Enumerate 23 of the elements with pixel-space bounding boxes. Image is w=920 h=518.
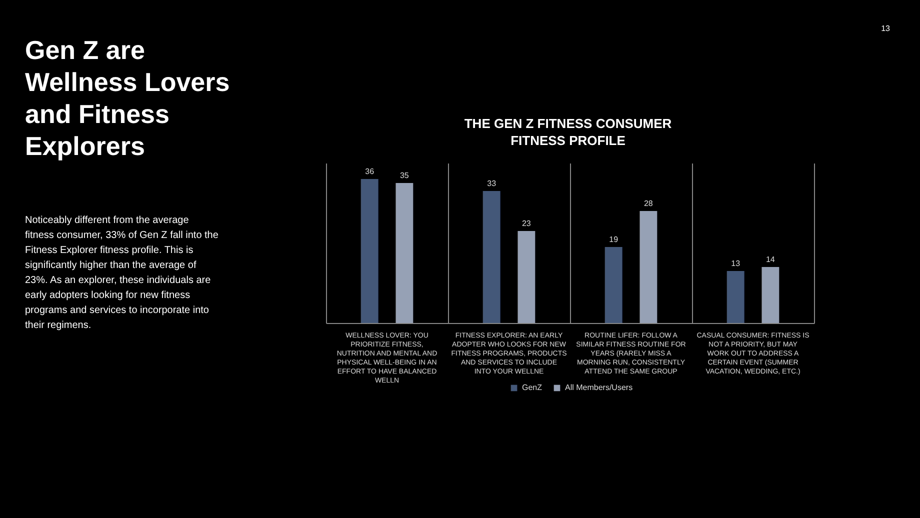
- data-label: 36: [365, 167, 375, 176]
- data-label: 13: [731, 259, 741, 268]
- text: Noticeably different from the average fitness consumer, 33% of Gen Z fall into the Fitness Explorer fitness profile. This is significantly higher than the average of 23%. As an explorer, these individuals are early adopters looking for new fitness programs and services to incorporate into their regimens.: [25, 215, 219, 331]
- legend-label: All Members/Users: [565, 383, 633, 392]
- bar: [640, 211, 658, 323]
- bar: [396, 183, 414, 323]
- data-label: 33: [487, 179, 497, 188]
- text: Gen Z are Wellness Lovers and Fitness Explorers: [25, 35, 230, 161]
- data-label: 23: [522, 219, 532, 228]
- data-label: 14: [766, 255, 776, 264]
- text: FITNESS PROFILE: [510, 133, 626, 148]
- bar: [518, 231, 536, 323]
- bar: [360, 179, 378, 323]
- text: 13: [881, 24, 891, 33]
- text: THE GEN Z FITNESS CONSUMER: [464, 116, 672, 131]
- data-label: 28: [644, 199, 654, 208]
- data-label: 35: [400, 171, 410, 180]
- bar: [726, 271, 744, 323]
- legend-label: GenZ: [522, 383, 542, 392]
- bar: [762, 267, 780, 323]
- bar: [482, 191, 500, 323]
- bar: [604, 247, 622, 323]
- data-label: 19: [609, 235, 619, 244]
